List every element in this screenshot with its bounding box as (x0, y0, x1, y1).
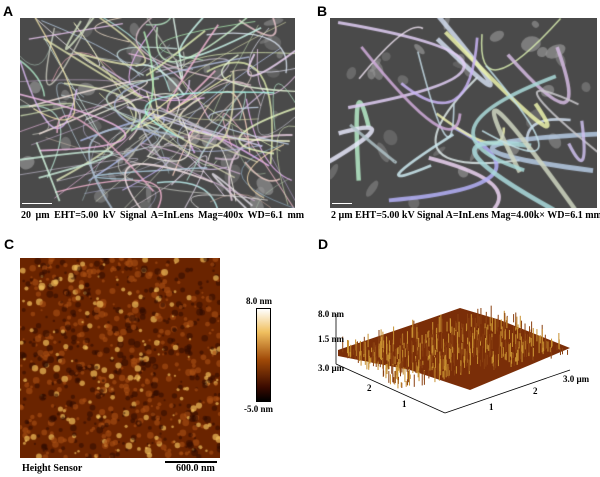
caption-b: 2 µm EHT=5.00 kV Signal A=InLens Mag=4.0… (331, 210, 600, 221)
panel-label-a: A (3, 3, 14, 19)
afm-height-image (20, 258, 220, 458)
y-tick-2: 2 (367, 383, 372, 393)
z-mid-label: 1.5 nm (318, 334, 345, 344)
x-axis-max-label: 3.0 µm (563, 374, 590, 384)
scale-bar-b (332, 203, 352, 204)
afm-3d-axes (335, 305, 571, 414)
sem-image-a (20, 18, 295, 208)
x-tick-2: 2 (533, 386, 538, 396)
panel-label-d: D (318, 236, 329, 252)
panel-label-c: C (4, 236, 15, 252)
colorbar-max-label: 8.0 nm (246, 296, 273, 306)
panel-label-b: B (317, 3, 328, 19)
caption-a: 20 µm EHT=5.00 kV Signal A=InLens Mag=40… (21, 210, 305, 221)
colorbar-min-label: -5.0 nm (244, 404, 273, 414)
caption-c: Height Sensor (22, 463, 83, 474)
sem-image-b (330, 18, 597, 208)
x-tick-1: 1 (489, 402, 494, 412)
scale-bar-c (165, 461, 217, 463)
scale-bar-a (22, 203, 52, 204)
z-max-label: 8.0 nm (318, 309, 345, 319)
y-axis-max-label: 3.0 µm (318, 363, 345, 373)
y-tick-1: 1 (402, 399, 407, 409)
scale-bar-label-c: 600.0 nm (176, 463, 215, 474)
colorbar (256, 308, 271, 402)
